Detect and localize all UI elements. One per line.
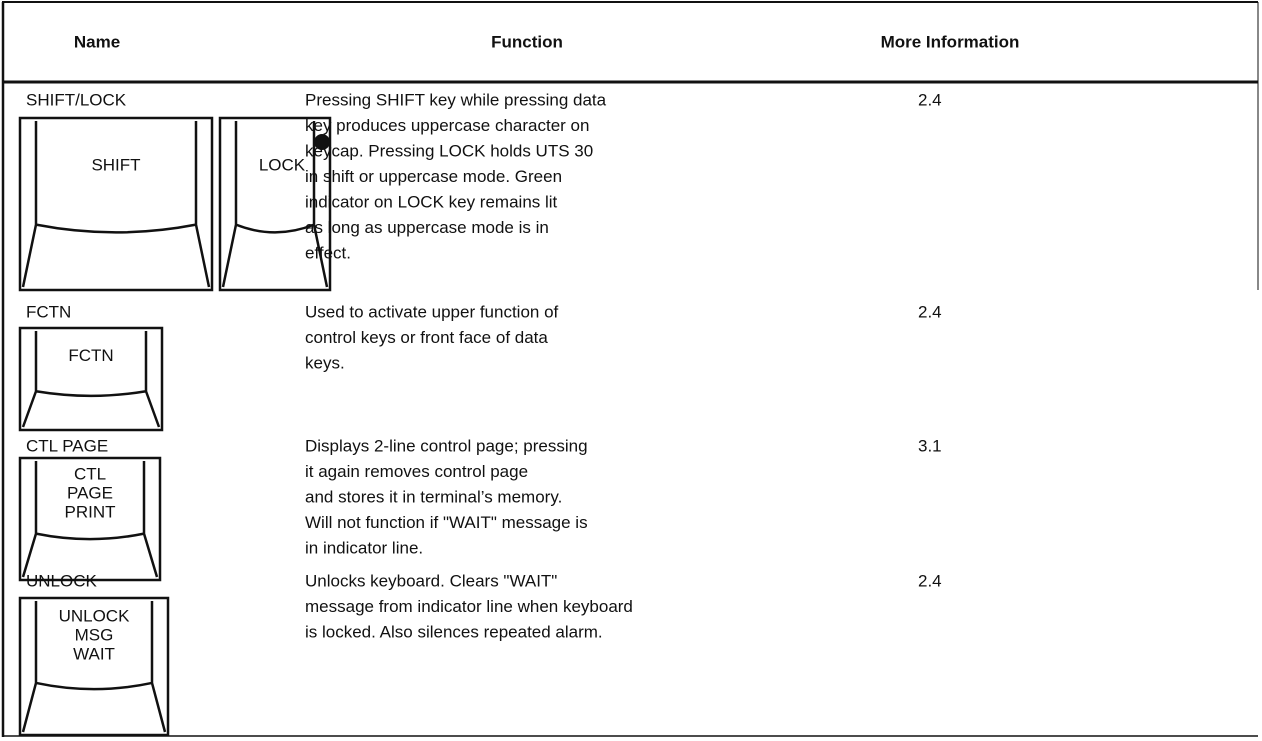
keycap-label: CTL bbox=[74, 465, 106, 484]
function-text: as long as uppercase mode is in bbox=[305, 218, 549, 237]
function-text: Unlocks keyboard. Clears "WAIT" bbox=[305, 571, 557, 590]
key-name: UNLOCK bbox=[26, 571, 98, 590]
keycap-face bbox=[21, 331, 161, 428]
keycap-outline bbox=[218, 116, 332, 292]
keycap-label: UNLOCK bbox=[59, 607, 131, 626]
key-name: SHIFT/LOCK bbox=[26, 90, 127, 109]
function-text: Pressing SHIFT key while pressing data bbox=[305, 90, 607, 109]
function-text: and stores it in terminal’s memory. bbox=[305, 487, 562, 506]
keycap-outline bbox=[18, 596, 170, 737]
keycap-face bbox=[221, 121, 329, 288]
keycap-label: SHIFT bbox=[91, 156, 140, 175]
function-text: is locked. Also silences repeated alarm. bbox=[305, 622, 603, 641]
function-text: indicator on LOCK key remains lit bbox=[305, 192, 558, 211]
column-header: Name bbox=[74, 32, 120, 51]
more-info: 2.4 bbox=[918, 571, 942, 590]
key-name: FCTN bbox=[26, 302, 71, 321]
keycap-face bbox=[21, 121, 211, 288]
function-text: Will not function if "WAIT" message is bbox=[305, 513, 588, 532]
function-text: it again removes control page bbox=[305, 462, 528, 481]
keycap-label: MSG bbox=[75, 626, 114, 645]
keycap-label: PRINT bbox=[65, 503, 116, 522]
keycap-label: LOCK bbox=[259, 156, 306, 175]
keycap-label: PAGE bbox=[67, 484, 113, 503]
function-text: Used to activate upper function of bbox=[305, 302, 559, 321]
function-text: keycap. Pressing LOCK holds UTS 30 bbox=[305, 141, 593, 160]
keycap-outline bbox=[18, 456, 162, 582]
more-info: 2.4 bbox=[918, 90, 942, 109]
function-text: keys. bbox=[305, 353, 345, 372]
function-text: in indicator line. bbox=[305, 538, 423, 557]
function-text: key produces uppercase character on bbox=[305, 116, 589, 135]
function-text: effect. bbox=[305, 243, 351, 262]
keycap-outline bbox=[18, 326, 164, 432]
key-name: CTL PAGE bbox=[26, 436, 108, 455]
keycap-label: WAIT bbox=[73, 645, 115, 664]
more-info: 2.4 bbox=[918, 302, 942, 321]
function-text: in shift or uppercase mode. Green bbox=[305, 167, 562, 186]
function-text: control keys or front face of data bbox=[305, 328, 548, 347]
column-header: Function bbox=[491, 32, 563, 51]
function-text: Displays 2-line control page; pressing bbox=[305, 436, 588, 455]
keycap-face bbox=[21, 461, 159, 578]
function-text: message from indicator line when keyboar… bbox=[305, 597, 633, 616]
more-info: 3.1 bbox=[918, 436, 942, 455]
keycap-outline bbox=[18, 116, 214, 292]
keycap-label: FCTN bbox=[68, 346, 113, 365]
indicator-light bbox=[314, 134, 330, 150]
column-header: More Information bbox=[881, 32, 1020, 51]
keycap-face bbox=[21, 601, 167, 733]
